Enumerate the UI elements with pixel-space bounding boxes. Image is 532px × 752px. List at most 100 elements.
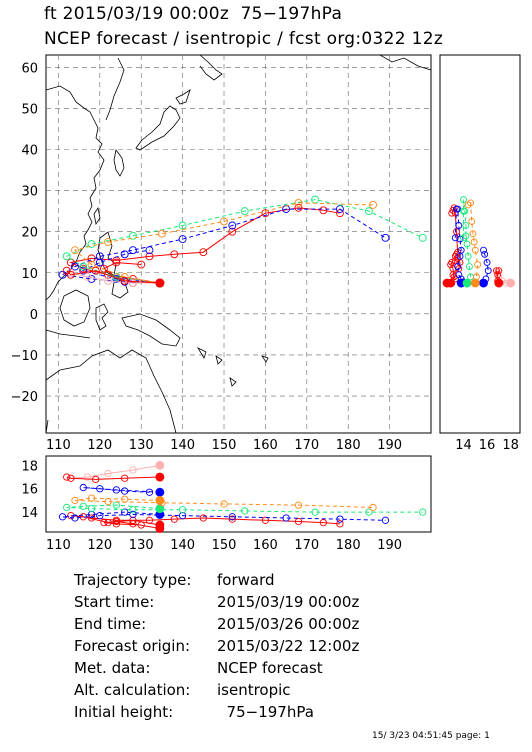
bottom-track-point [155, 524, 165, 533]
lon-tick-label: 110 [46, 438, 71, 453]
side-tick-label: 16 [479, 438, 496, 453]
bottom-track-point [104, 497, 112, 506]
bottom-lon-tick-label: 150 [212, 538, 237, 553]
map-track-point [83, 272, 92, 281]
bottom-track-point [170, 515, 178, 523]
map-track-point [87, 240, 96, 248]
side-track-point [455, 222, 463, 229]
map-track-line [81, 249, 160, 284]
map-track-point [91, 266, 100, 275]
map-track-point [418, 233, 427, 242]
map-track-line [65, 199, 423, 284]
bottom-track-point [92, 475, 100, 484]
lon-tick-label: 160 [253, 438, 278, 453]
bottom-lon-tick-label: 190 [377, 538, 402, 553]
side-track-point [470, 238, 478, 246]
map-track-point [79, 266, 88, 275]
bottom-track-point [145, 488, 154, 496]
info-label: Trajectory type: [74, 571, 192, 589]
bottom-track-point [121, 508, 129, 516]
side-track-line [467, 201, 479, 284]
info-value: 2015/03/22 12:00z [217, 637, 360, 655]
map-track-line [61, 208, 386, 284]
map-track-point [120, 277, 129, 285]
bottom-track-point [96, 511, 104, 520]
info-row-forecast-origin: Forecast origin: 2015/03/22 12:00z [74, 637, 359, 655]
map-track-line [73, 202, 374, 284]
side-track-point [474, 261, 482, 268]
side-track-point [470, 278, 480, 288]
bottom-height-tick-label: 14 [21, 506, 38, 521]
bottom-track-point [311, 508, 319, 516]
map-track-point [62, 266, 71, 275]
bottom-track-point [129, 520, 137, 528]
bottom-track-point [145, 516, 154, 524]
info-label: Met. data: [74, 659, 151, 677]
info-row-end-time: End time: 2015/03/26 00:00z [74, 615, 359, 633]
side-track-point [495, 267, 503, 275]
map-track-point [87, 274, 96, 283]
side-track-point [457, 275, 465, 283]
lon-tick-label: 120 [87, 438, 112, 453]
side-track-point [454, 248, 462, 256]
map-track-point [319, 206, 328, 215]
bottom-track-point [58, 513, 67, 521]
side-trajectories [442, 196, 516, 288]
bottom-track-point [155, 460, 165, 470]
bottom-lon-tick-label: 170 [294, 538, 319, 553]
lon-tick-label: 190 [377, 438, 402, 453]
side-track-point [465, 263, 473, 271]
side-track-point [469, 230, 477, 238]
lon-tick-label: 150 [212, 438, 237, 453]
map-track-point [104, 277, 113, 285]
map-track-point [228, 227, 237, 236]
bottom-track-point [129, 466, 137, 474]
bottom-lon-tick-label: 110 [46, 538, 71, 553]
bottom-track-point [71, 496, 79, 505]
info-label: Initial height: [74, 703, 174, 721]
bottom-track-point [294, 501, 303, 509]
map-track-point [71, 246, 79, 255]
side-track-line [463, 199, 472, 284]
map-track-point [240, 207, 249, 216]
bottom-lon-tick-label: 160 [253, 538, 278, 553]
lon-tick-label: 180 [336, 438, 361, 453]
side-track-point [453, 205, 460, 213]
side-track-point [448, 279, 456, 287]
map-track-point [79, 262, 88, 271]
bottom-track-point [63, 503, 71, 512]
map-track-point [335, 209, 344, 218]
bottom-track-point [155, 487, 165, 497]
bottom-track-point [178, 506, 187, 514]
bottom-track-point [112, 517, 121, 526]
bottom-track-point [261, 516, 270, 524]
map-track-point [128, 246, 137, 255]
start-point [155, 278, 165, 288]
map-track-point [145, 252, 154, 261]
map-track-point [220, 217, 228, 226]
info-label: Alt. calculation: [74, 681, 191, 699]
side-track-point [494, 271, 502, 279]
side-track-point [451, 234, 459, 242]
bottom-track-point [121, 474, 129, 482]
map-track-point [261, 209, 270, 218]
side-tick-label: 14 [455, 438, 472, 453]
map-track-point [128, 279, 137, 287]
bottom-track-point [87, 504, 96, 513]
bottom-track-point [100, 518, 108, 527]
side-track-point [464, 201, 472, 209]
side-track-point [460, 207, 467, 215]
bottom-track-point [294, 517, 303, 526]
bottom-track-point [87, 514, 96, 522]
lon-tick-label: 170 [294, 438, 319, 453]
side-track-point [454, 263, 462, 271]
bottom-track-point [63, 473, 71, 481]
map-track-point [104, 237, 113, 246]
side-track-point [450, 273, 458, 281]
bottom-track-point [419, 508, 427, 516]
side-track-point [483, 259, 491, 266]
map-track-point [381, 233, 390, 242]
bottom-track-point [83, 473, 92, 481]
side-track-point [481, 250, 489, 258]
bottom-track-point [112, 486, 121, 494]
